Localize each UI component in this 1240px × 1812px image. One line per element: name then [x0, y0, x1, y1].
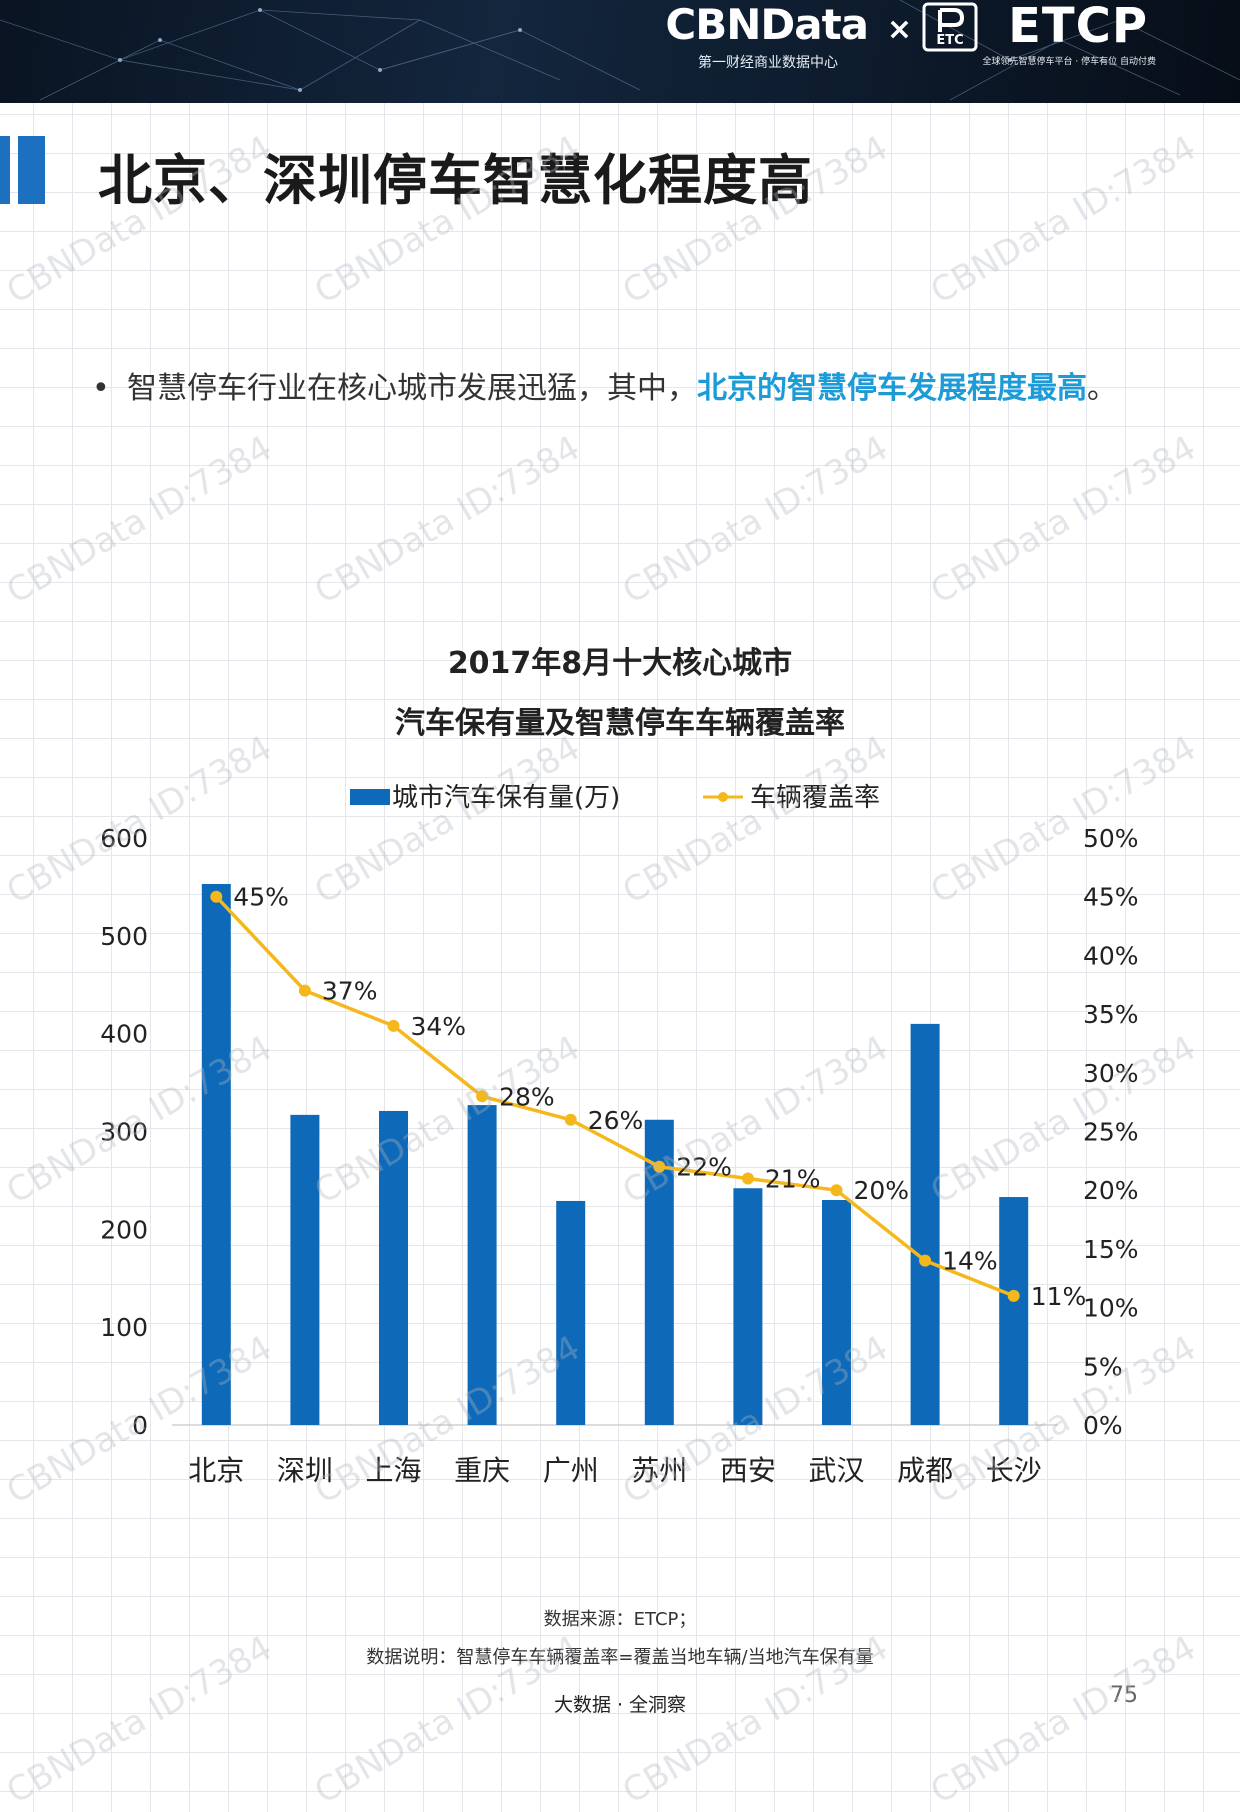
line-point [741, 1172, 754, 1185]
right-axis: 0% 5% 10% 15% 20% 25% 30% 35% 40% 45% 50% [1083, 824, 1139, 1440]
right-tick-label: 25% [1083, 1118, 1139, 1147]
chart-subtitle: 汽车保有量及智慧停车车辆覆盖率 [395, 706, 845, 741]
legend-line-marker [718, 792, 728, 802]
cbndata-logo-tagline: 第一财经商业数据中心 [698, 55, 838, 71]
data-label: 34% [411, 1012, 467, 1041]
header-banner: CBNData 第一财经商业数据中心 × ETC ETCP 全球领先智慧停车平台… [0, 0, 1240, 103]
right-tick-label: 30% [1083, 1059, 1139, 1088]
bar-series [201, 883, 1029, 1425]
bar [910, 1023, 940, 1425]
combo-chart: 2017年8月十大核心城市 汽车保有量及智慧停车车辆覆盖率 城市汽车保有量(万)… [100, 646, 1139, 1487]
x-tick-label: 深圳 [277, 1454, 333, 1487]
x-tick-label: 长沙 [986, 1454, 1042, 1487]
cbndata-logo: CBNData [665, 0, 869, 49]
data-label: 28% [499, 1082, 555, 1111]
bullet-marker: • [92, 371, 110, 406]
data-definition-note: 数据说明：智慧停车车辆覆盖率=覆盖当地车辆/当地汽车保有量 [366, 1647, 874, 1668]
footer-slogan: 大数据 · 全洞察 [553, 1694, 687, 1716]
left-axis: 0 100 200 300 400 500 600 [100, 824, 148, 1440]
left-tick-label: 300 [100, 1118, 148, 1147]
line-point [210, 890, 223, 903]
summary-bullet: • 智慧停车行业在核心城市发展迅猛，其中，北京的智慧停车发展程度最高。 [92, 368, 1152, 410]
coverage-line [215, 895, 1015, 1298]
page-number: 75 [1110, 1683, 1138, 1708]
right-tick-label: 20% [1083, 1176, 1139, 1205]
etcp-logo: ETCP [1008, 0, 1148, 54]
left-tick-label: 600 [100, 824, 148, 853]
legend-bar-label: 城市汽车保有量(万) [392, 783, 620, 813]
line-point [476, 1090, 489, 1103]
legend-bar-swatch [350, 789, 390, 805]
x-tick-label: 广州 [543, 1454, 599, 1487]
left-tick-label: 100 [100, 1313, 148, 1342]
bar [379, 1110, 408, 1425]
bar [733, 1188, 763, 1425]
right-tick-label: 50% [1083, 824, 1139, 853]
data-label: 22% [676, 1153, 732, 1182]
watermark-text: CBNData ID:7384 [924, 128, 1203, 312]
bullet-text-end: 。 [1087, 371, 1117, 406]
etc-icon-label: ETC [936, 33, 963, 48]
bullet-text-plain: 智慧停车行业在核心城市发展迅猛，其中， [127, 371, 697, 406]
x-tick-label: 西安 [720, 1454, 776, 1487]
x-tick-label: 武汉 [808, 1454, 864, 1487]
etcp-logo-tagline: 全球领先智慧停车平台 · 停车有位 自动付费 [982, 57, 1156, 67]
watermark-text: CBNData ID:7384 [924, 428, 1203, 612]
x-tick-label: 北京 [188, 1454, 244, 1487]
watermark-text: CBNData ID:7384 [0, 428, 279, 612]
bullet-text-highlight: 北京的智慧停车发展程度最高 [697, 371, 1087, 406]
line-point [564, 1113, 577, 1126]
data-label: 26% [588, 1106, 644, 1135]
watermark-text: CBNData ID:7384 [616, 428, 895, 612]
chart-legend: 城市汽车保有量(万) 车辆覆盖率 [350, 783, 880, 813]
bar [290, 1114, 320, 1425]
left-tick-label: 400 [100, 1020, 148, 1049]
line-point [653, 1160, 666, 1173]
data-label: 14% [942, 1247, 998, 1276]
x-axis-labels: 北京 深圳 上海 重庆 广州 苏州 西安 武汉 成都 长沙 [188, 1454, 1041, 1487]
right-tick-label: 5% [1083, 1352, 1123, 1381]
data-label: 37% [322, 977, 378, 1006]
right-tick-label: 10% [1083, 1294, 1139, 1323]
data-label: 20% [854, 1176, 910, 1205]
left-tick-label: 0 [132, 1411, 148, 1440]
line-point [1007, 1289, 1020, 1302]
right-tick-label: 0% [1083, 1411, 1123, 1440]
line-point [387, 1019, 400, 1032]
left-tick-label: 500 [100, 922, 148, 951]
data-label: 45% [233, 883, 289, 912]
x-tick-label: 上海 [365, 1454, 421, 1487]
x-tick-label: 成都 [897, 1454, 953, 1487]
bar [201, 883, 231, 1425]
title-accent-bar [0, 136, 10, 204]
right-tick-label: 40% [1083, 941, 1139, 970]
right-tick-label: 35% [1083, 1000, 1139, 1029]
bar [556, 1200, 586, 1425]
bar [467, 1105, 497, 1425]
line-point [830, 1184, 843, 1197]
chart-title: 2017年8月十大核心城市 [448, 646, 792, 681]
bar [822, 1199, 851, 1425]
left-tick-label: 200 [100, 1215, 148, 1244]
data-source-note: 数据来源：ETCP； [543, 1609, 697, 1630]
title-accent-bar [18, 136, 45, 204]
legend-line-label: 车辆覆盖率 [750, 783, 880, 813]
line-point [298, 984, 311, 997]
line-point [919, 1254, 932, 1267]
right-tick-label: 15% [1083, 1235, 1139, 1264]
right-tick-label: 45% [1083, 883, 1139, 912]
watermark-text: CBNData ID:7384 [308, 428, 587, 612]
page-title: 北京、深圳停车智慧化程度高 [98, 149, 813, 212]
etc-parking-icon: ETC [922, 2, 978, 52]
bar [999, 1197, 1029, 1425]
line-series: 45% 37% 34% 28% 26% 22% 21% 20% 14% 11% [210, 883, 1086, 1311]
brand-separator: × [886, 12, 912, 47]
data-label: 21% [765, 1164, 821, 1193]
x-tick-label: 苏州 [631, 1454, 687, 1487]
network-decoration [0, 0, 1240, 101]
bullet-text: 智慧停车行业在核心城市发展迅猛，其中，北京的智慧停车发展程度最高。 [127, 368, 1152, 410]
data-label: 11% [1031, 1282, 1087, 1311]
x-tick-label: 重庆 [454, 1454, 510, 1487]
